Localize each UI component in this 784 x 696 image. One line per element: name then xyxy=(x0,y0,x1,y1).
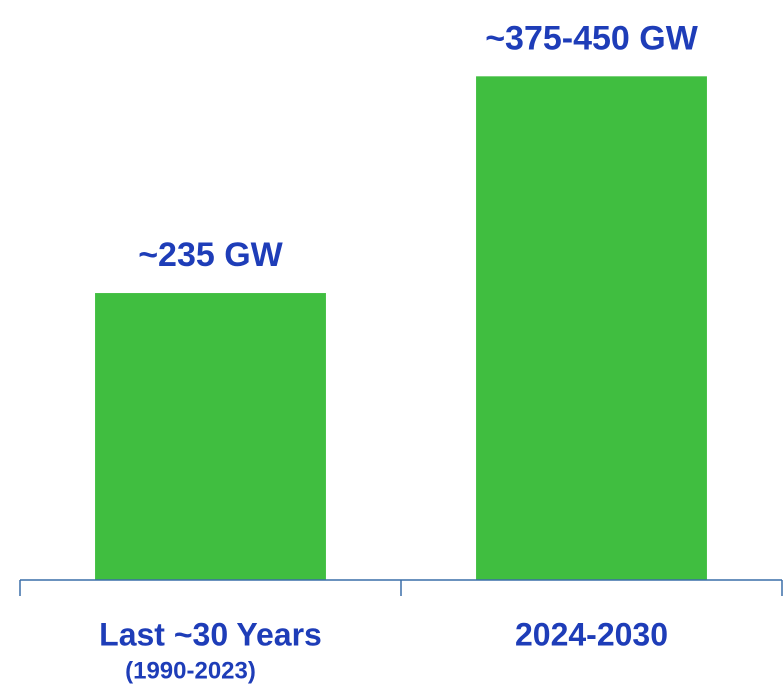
bar xyxy=(95,293,326,580)
x-tick-sublabel: (1990-2023) xyxy=(125,657,256,684)
bar xyxy=(476,76,707,580)
value-label: ~235 GW xyxy=(138,236,283,274)
x-tick-label: Last ~30 Years xyxy=(99,616,322,652)
value-label: ~375-450 GW xyxy=(485,19,699,57)
x-tick-label: 2024-2030 xyxy=(515,616,668,652)
